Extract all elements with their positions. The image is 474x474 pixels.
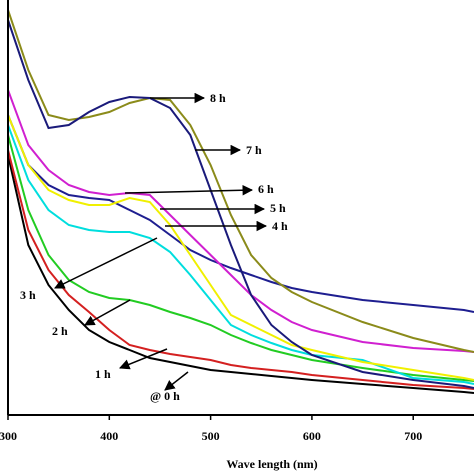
x-tick-label: 400 [100, 429, 118, 443]
x-tick-label: 600 [303, 429, 321, 443]
series-label: @ 0 h [150, 389, 180, 403]
spectrum-line [7, 149, 474, 390]
spectrum-line [7, 19, 474, 389]
series-label: 6 h [258, 182, 274, 196]
series-label: 7 h [246, 143, 262, 157]
annotation-arrow [119, 348, 168, 370]
x-tick-label: 700 [404, 429, 422, 443]
series-label: 2 h [52, 324, 68, 338]
series-label: 3 h [20, 288, 36, 302]
annotation-arrow [54, 237, 158, 289]
annotation-arrow [124, 184, 254, 196]
spectrum-line [7, 114, 474, 313]
series-label: 8 h [210, 91, 226, 105]
spectrum-line [7, 114, 474, 381]
annotation-arrow [164, 371, 189, 391]
x-tick-label: 500 [202, 429, 220, 443]
spectrum-line [7, 134, 474, 382]
x-axis-title: Wave length (nm) [226, 457, 317, 471]
series-label: 4 h [272, 219, 288, 233]
annotation-arrow [84, 299, 131, 326]
spectrum-line [7, 9, 474, 353]
spectrum-line [7, 154, 474, 394]
x-tick-label: 300 [0, 429, 17, 443]
series-label: 5 h [270, 201, 286, 215]
plot-area [7, 9, 474, 394]
spectrum-line [7, 124, 474, 385]
series-label: 1 h [95, 367, 111, 381]
spectrum-line [7, 89, 474, 353]
